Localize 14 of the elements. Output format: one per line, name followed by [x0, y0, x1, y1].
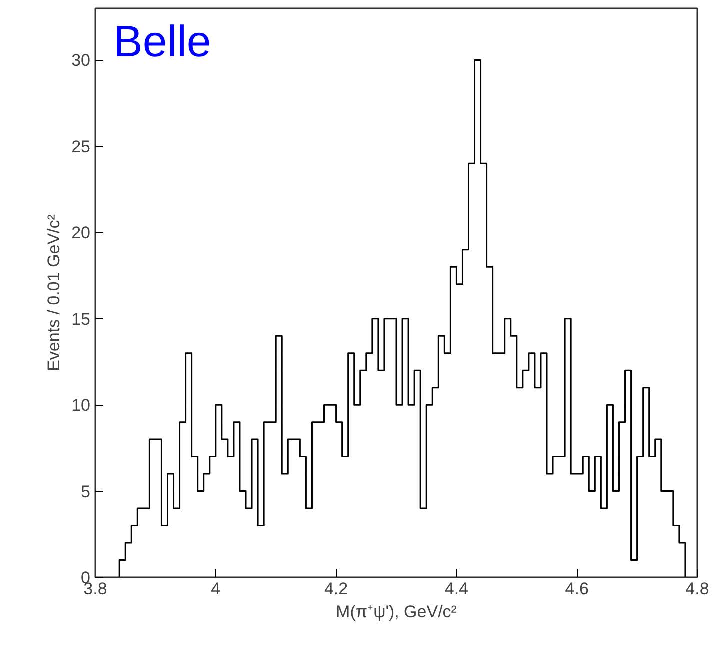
- x-axis-title: M(π⁺ψ'), GeV/c²: [336, 602, 458, 622]
- x-tick-label: 4.2: [324, 580, 348, 598]
- y-tick-label: 20: [72, 224, 91, 243]
- y-tick-label: 30: [72, 51, 91, 70]
- annotation: Belle: [114, 18, 212, 66]
- y-tick-label: 5: [81, 482, 91, 502]
- y-tick-label: 25: [72, 137, 91, 156]
- y-axis-title: Events / 0.01 GeV/c²: [44, 214, 64, 372]
- x-tick-label: 4.4: [444, 580, 469, 598]
- x-tick-label: 4.8: [686, 580, 710, 598]
- y-tick-label: 10: [72, 396, 91, 416]
- x-tick-label: 4: [211, 580, 221, 598]
- y-tick-label: 15: [72, 310, 91, 329]
- x-tick-label: 4.6: [565, 580, 589, 598]
